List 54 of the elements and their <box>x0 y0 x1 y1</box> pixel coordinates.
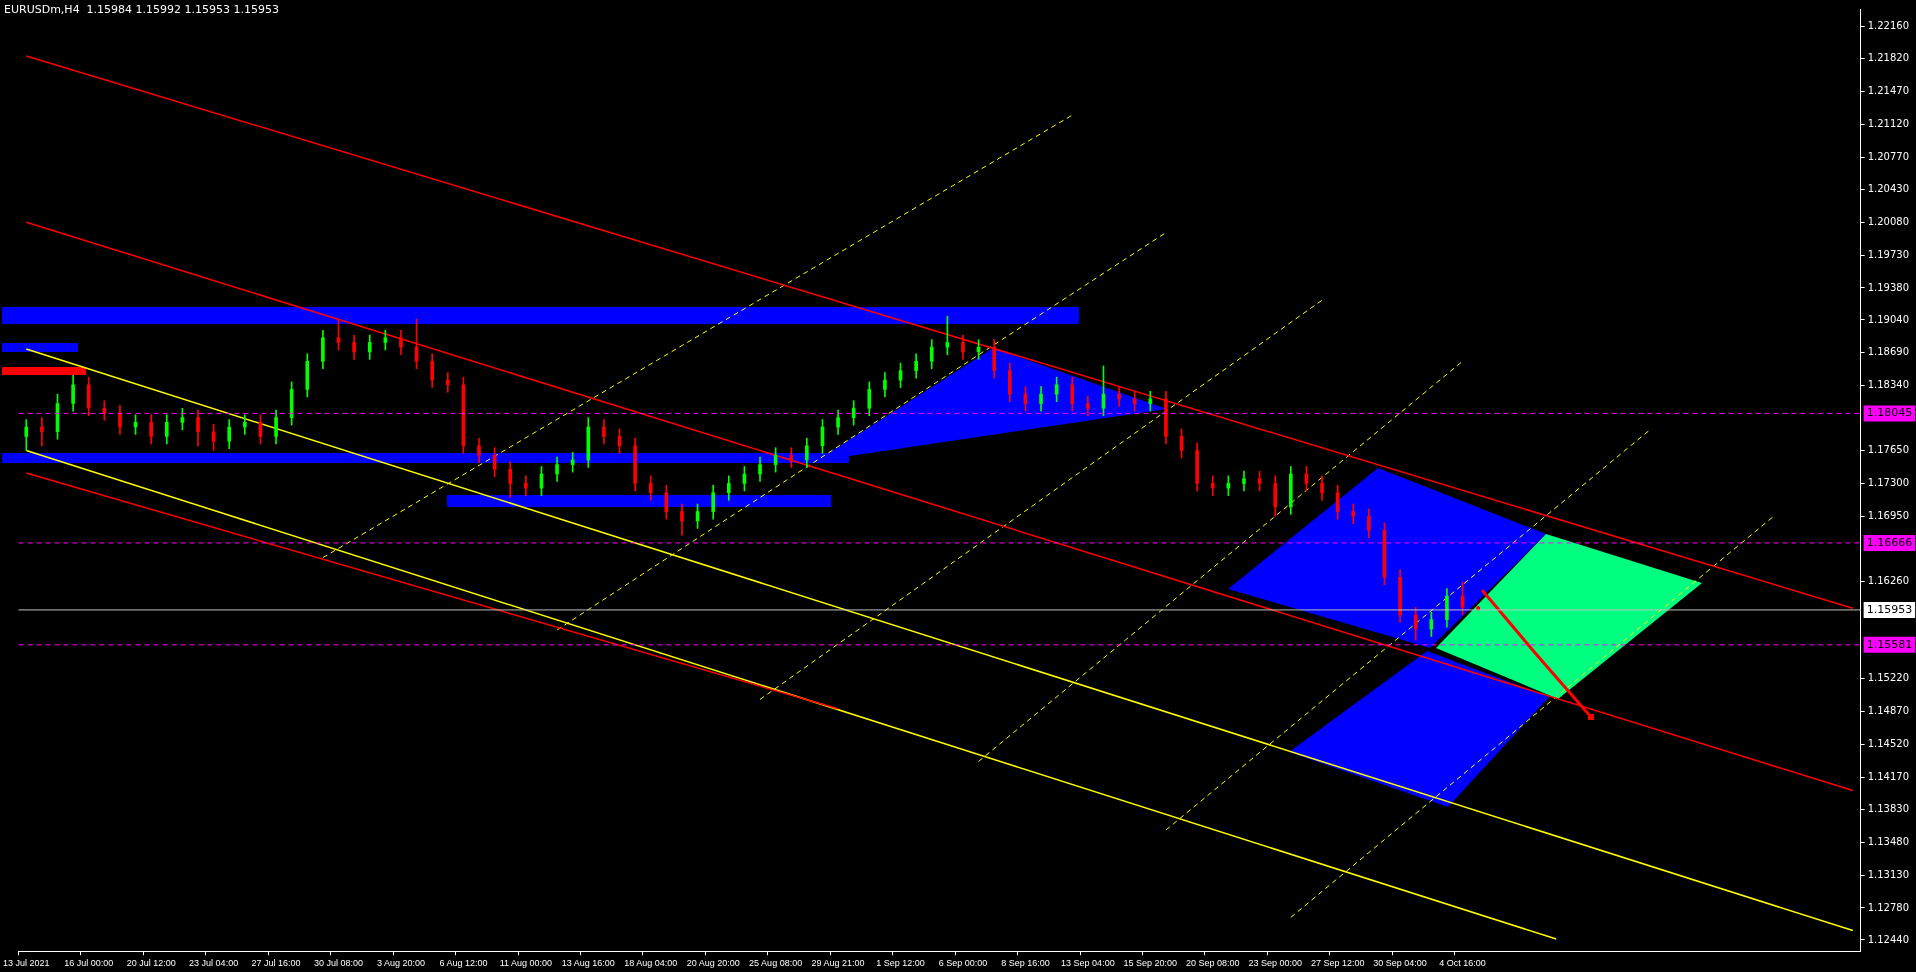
y-tick-label: 1.13480 <box>1867 835 1910 847</box>
y-tick-label: 1.17650 <box>1867 444 1910 456</box>
y-tick-label: 1.18690 <box>1867 346 1910 358</box>
x-tick-label: 23 Sep 00:00 <box>1248 958 1302 969</box>
x-tick-label: 11 Aug 00:00 <box>499 958 553 969</box>
y-tick-label: 1.21820 <box>1867 52 1910 64</box>
chart-title: EURUSDm,H4 1.15984 1.15992 1.15953 1.15953 <box>4 3 280 16</box>
x-tick-label: 25 Aug 08:00 <box>749 958 803 969</box>
x-tick-label: 3 Aug 20:00 <box>376 958 425 969</box>
x-tick-label: 13 Jul 2021 <box>3 958 50 969</box>
x-tick-label: 27 Sep 12:00 <box>1310 958 1365 969</box>
x-tick-label: 13 Sep 04:00 <box>1061 958 1115 969</box>
ref-line-label: 1.16666 <box>1866 535 1913 549</box>
y-tick-label: 1.14870 <box>1867 705 1910 717</box>
x-tick-label: 30 Sep 04:00 <box>1373 958 1427 969</box>
ref-line-label: 1.15581 <box>1866 637 1913 651</box>
y-tick-label: 1.20080 <box>1867 215 1910 227</box>
y-tick-label: 1.21470 <box>1867 85 1910 97</box>
x-tick-label: 16 Jul 00:00 <box>64 958 114 969</box>
y-tick-label: 1.19730 <box>1867 248 1910 260</box>
x-tick-label: 30 Jul 08:00 <box>313 958 364 969</box>
x-tick-label: 6 Sep 00:00 <box>938 958 988 969</box>
ref-line-label: 1.18045 <box>1866 406 1913 420</box>
y-tick-label: 1.20770 <box>1867 151 1910 163</box>
y-tick-label: 1.20430 <box>1867 182 1910 194</box>
y-tick-label: 1.12780 <box>1867 901 1910 913</box>
y-tick-label: 1.13130 <box>1867 868 1910 880</box>
y-tick-label: 1.16260 <box>1867 574 1910 586</box>
x-tick-label: 29 Aug 21:00 <box>811 958 865 969</box>
ref-line-label: 1.15953 <box>1866 602 1913 616</box>
y-tick-label: 1.22160 <box>1867 20 1910 32</box>
y-tick-label: 1.16950 <box>1867 509 1910 521</box>
y-tick-label: 1.21120 <box>1867 118 1910 130</box>
y-tick-label: 1.17300 <box>1867 476 1910 488</box>
y-tick-label: 1.19380 <box>1867 281 1910 293</box>
x-tick-label: 6 Aug 12:00 <box>439 958 488 969</box>
x-tick-label: 27 Jul 16:00 <box>251 958 301 969</box>
y-tick-label: 1.13830 <box>1867 802 1910 814</box>
x-tick-label: 1 Sep 12:00 <box>876 958 925 969</box>
x-tick-label: 20 Aug 20:00 <box>686 958 740 969</box>
x-tick-label: 20 Jul 12:00 <box>126 958 176 969</box>
x-tick-label: 4 Oct 16:00 <box>1439 958 1486 969</box>
x-tick-label: 13 Aug 16:00 <box>561 958 615 969</box>
y-tick-label: 1.14170 <box>1867 771 1910 783</box>
y-tick-label: 1.19040 <box>1867 313 1910 325</box>
x-tick-label: 23 Jul 04:00 <box>189 958 239 969</box>
x-tick-label: 18 Aug 04:00 <box>624 958 678 969</box>
x-tick-label: 15 Sep 20:00 <box>1123 958 1178 969</box>
y-tick-label: 1.14520 <box>1867 738 1910 750</box>
x-tick-label: 20 Sep 08:00 <box>1185 958 1240 969</box>
y-tick-label: 1.12440 <box>1867 933 1910 945</box>
x-tick-label: 8 Sep 16:00 <box>1001 958 1050 969</box>
y-tick-label: 1.18340 <box>1867 379 1910 391</box>
y-tick-label: 1.15220 <box>1867 672 1910 684</box>
